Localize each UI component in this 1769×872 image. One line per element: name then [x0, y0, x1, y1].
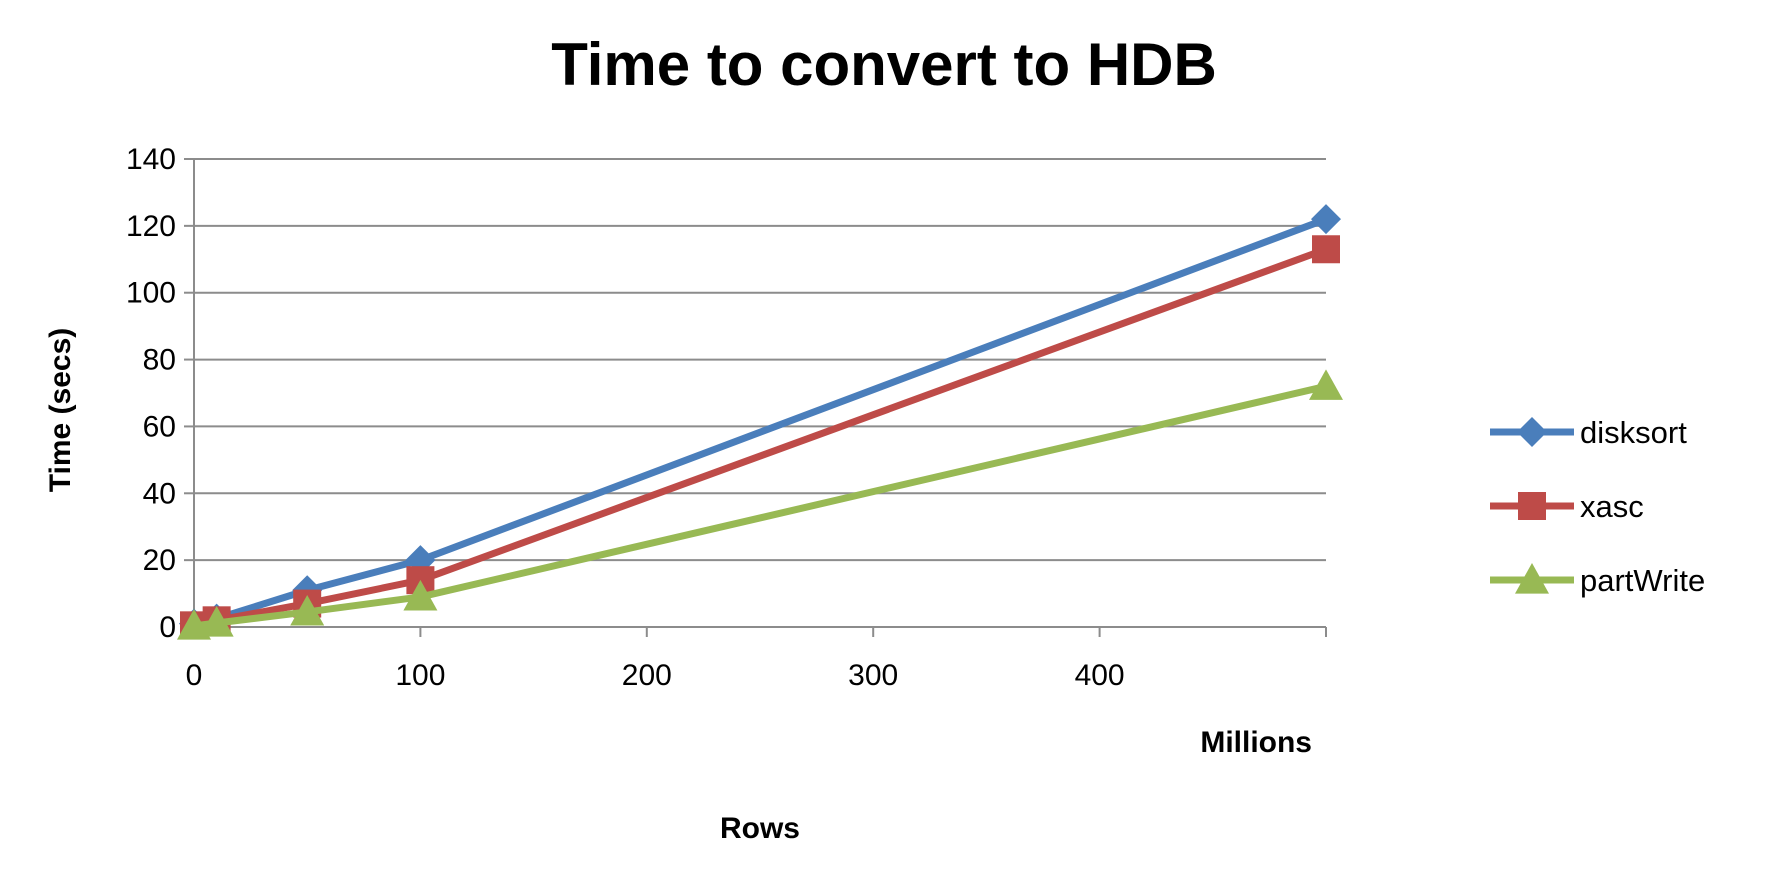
legend-swatch-marker: [1517, 417, 1547, 447]
partWrite-point: [290, 594, 325, 626]
legend: disksort xasc partWrite: [1490, 415, 1705, 598]
y-tick-label: 40: [143, 477, 176, 510]
partWrite-point: [403, 579, 438, 611]
legend-item-partWrite: partWrite: [1490, 563, 1705, 598]
x-tick-label: 100: [395, 659, 445, 692]
axes: [184, 158, 1327, 637]
y-tick-label: 100: [126, 277, 176, 310]
x-tick-label: 0: [186, 659, 203, 692]
disksort-point: [1311, 204, 1341, 235]
x-tick-label: 300: [848, 659, 898, 692]
legend-label: xasc: [1580, 489, 1644, 524]
xasc-point: [1312, 235, 1340, 264]
legend-swatch-marker: [1515, 563, 1549, 594]
y-tick-label: 80: [143, 344, 176, 377]
x-axis-title: Rows: [720, 812, 800, 845]
legend-item-disksort: disksort: [1490, 415, 1687, 450]
x-tick-label: 400: [1075, 659, 1125, 692]
gridlines: [194, 158, 1326, 562]
disksort-line: [193, 215, 1328, 628]
y-tick-labels: 0 20 40 60 80 100 120 140: [126, 143, 176, 644]
x-tick-label: 200: [622, 659, 672, 692]
y-tick-label: 120: [126, 210, 176, 243]
x-tick-labels: 0 100 200 300 400: [186, 659, 1125, 692]
y-axis-title: Time (secs): [44, 328, 77, 493]
x-axis-unit-label: Millions: [1200, 726, 1312, 759]
legend-swatch-marker: [1518, 492, 1546, 520]
legend-item-xasc: xasc: [1490, 489, 1644, 524]
y-tick-label: 20: [143, 544, 176, 577]
xasc-line: [193, 245, 1328, 629]
chart-title: Time to convert to HDB: [551, 31, 1217, 98]
series-group: [177, 204, 1343, 640]
legend-label: partWrite: [1580, 563, 1705, 598]
y-tick-label: 140: [126, 143, 176, 176]
y-tick-label: 60: [143, 410, 176, 443]
series-partWrite: [177, 369, 1343, 640]
partWrite-point: [1309, 369, 1343, 400]
legend-label: disksort: [1580, 415, 1687, 450]
y-tick-label: 0: [159, 611, 176, 644]
partWrite-point: [199, 605, 234, 637]
